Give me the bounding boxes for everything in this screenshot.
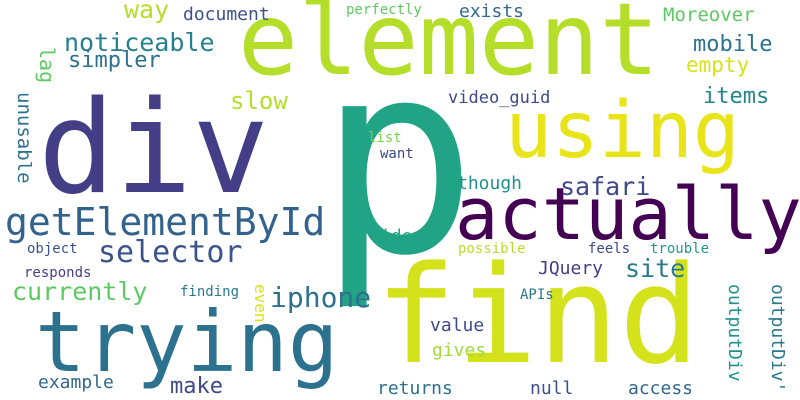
word-find: find bbox=[375, 237, 701, 394]
word-responds: responds bbox=[24, 265, 92, 281]
word-gives: gives bbox=[432, 340, 487, 361]
word-jquery: JQuery bbox=[538, 258, 604, 279]
word-possible: possible bbox=[458, 241, 526, 257]
word-mobile: mobile bbox=[693, 32, 773, 57]
word-returns: returns bbox=[377, 378, 453, 399]
word-document: document bbox=[183, 4, 270, 25]
word-safari: safari bbox=[560, 172, 651, 201]
word-outputdiv-quote: outputDiv' bbox=[767, 284, 788, 393]
word-currently: currently bbox=[12, 277, 148, 306]
word-div: div bbox=[38, 74, 270, 223]
word-perfectly: perfectly bbox=[346, 2, 422, 18]
word-idea: idea bbox=[380, 226, 424, 247]
word-iphone: iphone bbox=[270, 281, 372, 314]
word-access: access bbox=[628, 378, 694, 399]
word-getelementbyid: getElementById bbox=[5, 200, 326, 244]
word-items: items bbox=[703, 84, 770, 109]
word-unusable: unusable bbox=[13, 92, 35, 184]
word-video-guid: video_guid bbox=[448, 88, 551, 108]
word-element: element bbox=[238, 0, 660, 98]
word-selector: selector bbox=[98, 235, 243, 270]
word-trying: trying bbox=[35, 293, 339, 391]
word-way: way bbox=[124, 0, 170, 24]
word-noticeable: noticeable bbox=[64, 28, 215, 57]
word-empty: empty bbox=[686, 53, 750, 77]
word-outputdiv: outputDiv bbox=[724, 284, 745, 382]
word-even: even bbox=[251, 284, 270, 323]
word-null: null bbox=[530, 378, 574, 399]
word-site: site bbox=[625, 254, 686, 283]
word-simpler: simpler bbox=[68, 48, 161, 73]
word-feels: feels bbox=[588, 241, 631, 257]
word-list: list bbox=[368, 130, 402, 146]
word-p: p bbox=[318, 6, 478, 314]
word-exists: exists bbox=[459, 1, 525, 22]
word-trouble: trouble bbox=[650, 241, 710, 257]
word-example: example bbox=[38, 372, 114, 393]
word-though: though bbox=[457, 173, 523, 194]
word-apis: APIs bbox=[520, 287, 554, 303]
word-object: object bbox=[27, 241, 78, 257]
word-make: make bbox=[170, 374, 223, 399]
word-slow: slow bbox=[230, 87, 288, 115]
word-actually: actually bbox=[455, 172, 800, 256]
word-moreover: Moreover bbox=[663, 4, 755, 26]
word-value: value bbox=[430, 315, 485, 336]
word-finding: finding bbox=[180, 284, 240, 300]
word-want: want bbox=[380, 146, 414, 162]
word-lag: lag bbox=[35, 47, 59, 84]
word-using: using bbox=[505, 86, 740, 176]
